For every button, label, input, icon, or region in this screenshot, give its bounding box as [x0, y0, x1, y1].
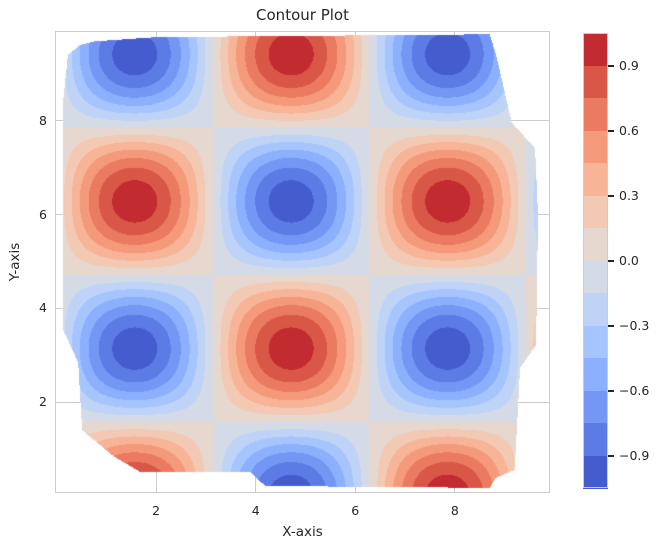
colorbar-band — [583, 163, 608, 197]
colorbar-band — [583, 195, 608, 229]
colorbar-band — [583, 130, 608, 164]
colorbar-tick — [608, 324, 614, 327]
plot-title: Contour Plot — [256, 6, 349, 24]
colorbar-tick-label: −0.6 — [619, 382, 650, 398]
x-tick-label: 8 — [450, 503, 459, 518]
y-tick-label: 2 — [39, 394, 47, 410]
colorbar-band — [583, 325, 608, 359]
colorbar-tick-label: 0.6 — [619, 122, 639, 138]
colorbar-tick-label: 0.0 — [619, 252, 639, 268]
colorbar-band — [583, 358, 608, 392]
colorbar-band — [583, 65, 608, 99]
plot-area — [55, 31, 550, 493]
colorbar-band — [583, 228, 608, 262]
x-tick-label: 2 — [152, 503, 161, 518]
colorbar-tick — [608, 259, 614, 262]
colorbar-band — [583, 260, 608, 294]
colorbar-band — [583, 293, 608, 327]
y-axis-label: Y-axis — [7, 242, 23, 282]
colorbar-tick-label: 0.9 — [619, 57, 639, 73]
colorbar-band — [583, 98, 608, 132]
y-tick-label: 4 — [39, 300, 47, 316]
x-axis-label: X-axis — [282, 524, 323, 540]
colorbar-tick-label: −0.3 — [619, 317, 650, 333]
colorbar-tick-label: −0.9 — [619, 447, 650, 463]
y-tick-label: 6 — [39, 206, 47, 222]
colorbar-tick — [608, 454, 614, 457]
colorbar-tick — [608, 389, 614, 392]
colorbar-band — [583, 390, 608, 424]
colorbar-band — [583, 423, 608, 457]
colorbar-tick-label: 0.3 — [619, 187, 639, 203]
colorbar-tick — [608, 129, 614, 132]
x-tick-label: 6 — [351, 503, 360, 518]
x-tick-label: 4 — [251, 503, 260, 518]
colorbar-tick — [608, 194, 614, 197]
colorbar-band — [583, 455, 608, 489]
colorbar-tick — [608, 64, 614, 67]
colorbar-band — [583, 33, 608, 67]
contour-plot — [55, 31, 550, 493]
y-tick-label: 8 — [39, 112, 47, 128]
colorbar — [583, 33, 608, 489]
